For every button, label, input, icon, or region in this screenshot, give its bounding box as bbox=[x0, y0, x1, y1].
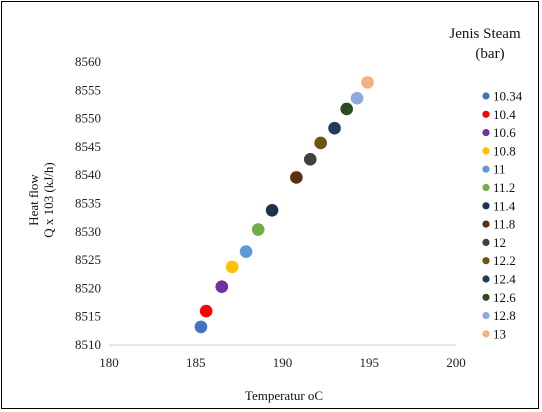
legend-marker bbox=[482, 202, 490, 210]
legend-label: 12 bbox=[493, 235, 506, 250]
legend-label: 10.4 bbox=[493, 107, 516, 122]
data-point bbox=[328, 121, 341, 135]
legend-marker bbox=[482, 312, 490, 320]
x-tick-label: 200 bbox=[446, 355, 466, 370]
legend-label: 11.8 bbox=[493, 217, 515, 232]
legend-title-line2: (bar) bbox=[475, 46, 504, 62]
legend-marker bbox=[482, 330, 490, 338]
legend-label: 12.8 bbox=[493, 308, 516, 323]
y-axis-title: Heat flow Q x 103 (kJ/h) bbox=[26, 162, 56, 237]
y-axis-title-line2: Q x 103 (kJ/h) bbox=[41, 162, 56, 237]
data-point bbox=[251, 223, 265, 236]
y-tick-label: 8560 bbox=[75, 54, 101, 69]
data-point bbox=[194, 320, 208, 334]
x-tick-label: 190 bbox=[273, 355, 293, 370]
legend-marker bbox=[482, 220, 490, 228]
legend-marker bbox=[482, 293, 490, 301]
legend-marker bbox=[482, 147, 490, 155]
x-tick-label: 180 bbox=[99, 355, 119, 370]
y-tick-label: 8525 bbox=[75, 252, 101, 267]
legend-label: 10.34 bbox=[493, 89, 523, 104]
legend-marker bbox=[482, 92, 490, 100]
legend-marker bbox=[482, 129, 490, 137]
data-point bbox=[225, 260, 239, 274]
legend-label: 11.2 bbox=[493, 180, 515, 195]
legend-marker bbox=[482, 165, 490, 173]
legend-marker bbox=[482, 238, 490, 246]
y-axis-title-line1: Heat flow bbox=[26, 174, 41, 226]
legend-label: 10.6 bbox=[493, 125, 516, 140]
data-point bbox=[199, 304, 213, 318]
data-point bbox=[215, 280, 229, 294]
x-axis-title: Temperatur oC bbox=[245, 388, 323, 403]
y-tick-label: 8530 bbox=[75, 224, 101, 239]
y-tick-labels: 8510 8515 8520 8525 8530 8535 8540 8545 8550 8555… bbox=[75, 54, 101, 352]
legend-marker bbox=[482, 275, 490, 283]
legend-marker bbox=[482, 110, 490, 118]
y-tick-label: 8510 bbox=[75, 337, 101, 352]
legend: 10.34 10.4 10.6 10.8 11 11.2 11.4 11.8 12 12.2 12.… bbox=[482, 89, 523, 341]
legend-label: 11 bbox=[493, 162, 506, 177]
y-tick-label: 8535 bbox=[75, 196, 101, 211]
x-tick-label: 195 bbox=[360, 355, 380, 370]
data-point bbox=[265, 203, 279, 217]
y-tick-label: 8545 bbox=[75, 139, 101, 154]
legend-label: 12.2 bbox=[493, 253, 516, 268]
legend-title-line1: Jenis Steam bbox=[449, 26, 521, 42]
data-point bbox=[290, 171, 303, 184]
x-tick-labels: 180 185 190 195 200 bbox=[99, 355, 466, 370]
data-point bbox=[361, 76, 374, 89]
y-tick-label: 8550 bbox=[75, 111, 101, 126]
y-tick-label: 8555 bbox=[75, 82, 101, 97]
y-tick-label: 8515 bbox=[75, 309, 101, 324]
legend-label: 13 bbox=[493, 326, 506, 341]
legend-label: 12.6 bbox=[493, 290, 516, 305]
data-point bbox=[303, 153, 317, 166]
legend-marker bbox=[482, 183, 490, 192]
legend-marker bbox=[482, 257, 490, 265]
data-point bbox=[314, 136, 327, 150]
legend-label: 10.8 bbox=[493, 143, 516, 158]
legend-label: 11.4 bbox=[493, 198, 516, 213]
y-tick-label: 8540 bbox=[75, 167, 101, 182]
legend-label: 12.4 bbox=[493, 272, 516, 287]
data-points bbox=[194, 76, 374, 334]
x-tick-label: 185 bbox=[186, 355, 206, 370]
data-point bbox=[350, 91, 364, 105]
data-point bbox=[239, 245, 253, 258]
data-point bbox=[340, 102, 353, 116]
y-tick-label: 8520 bbox=[75, 280, 101, 295]
